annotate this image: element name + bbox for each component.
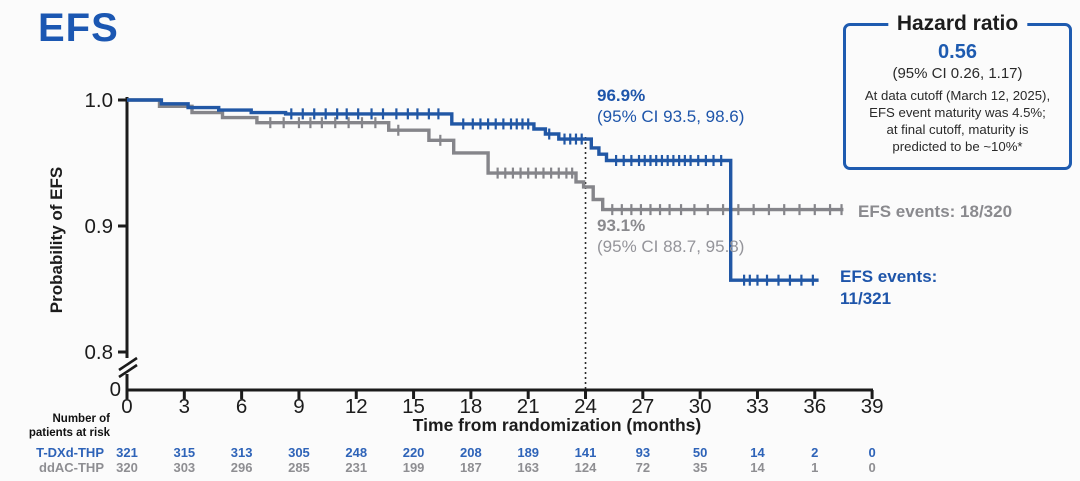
hazard-ratio-ci: (95% CI 0.26, 1.17) (892, 65, 1023, 82)
risk-value: 208 (460, 445, 482, 460)
risk-value: 14 (750, 460, 765, 475)
x-tick-label: 21 (517, 395, 540, 418)
km-curve-t-dxd-thp (127, 98, 819, 282)
risk-value: 199 (402, 460, 425, 475)
risk-header-line1: Number of (52, 413, 111, 425)
x-tick-label: 30 (689, 395, 712, 418)
risk-value: 248 (345, 445, 368, 460)
risk-value: 313 (230, 445, 253, 460)
x-tick-label: 6 (236, 395, 247, 418)
risk-value: 315 (173, 445, 196, 460)
risk-value: 1 (811, 460, 819, 475)
risk-value: 93 (635, 445, 651, 460)
risk-value: 305 (288, 445, 310, 460)
axis-break-slash (118, 363, 138, 379)
hazard-note-line: at final cutoff, maturity is (886, 122, 1029, 137)
page-title: EFS (38, 6, 119, 50)
hazard-ratio-box: Hazard ratio 0.56 (95% CI 0.26, 1.17) At… (843, 12, 1072, 170)
risk-value: 163 (517, 460, 540, 475)
y-tick-label: 1.0 (85, 89, 114, 112)
ddac-events-label: EFS events: 18/320 (858, 202, 1013, 221)
risk-value: 2 (811, 445, 819, 460)
tdxd-landmark-value: 96.9% (597, 86, 646, 105)
risk-table-header: Number of patients at risk (0, 413, 110, 440)
y-tick-label: 0.8 (85, 341, 114, 364)
risk-value: 296 (230, 460, 253, 475)
risk-row-label-ddac-thp: ddAC-THP (39, 460, 104, 475)
hazard-note-line: EFS event maturity was 4.5%; (869, 105, 1046, 120)
hazard-note-line: At data cutoff (March 12, 2025), (864, 88, 1051, 103)
x-tick-label: 39 (861, 395, 884, 418)
x-tick-label: 24 (574, 395, 597, 418)
x-tick-label: 3 (179, 395, 190, 418)
y-axis-label: Probability of EFS (47, 166, 66, 314)
risk-value: 35 (692, 460, 708, 475)
risk-value: 14 (750, 445, 765, 460)
risk-value: 320 (116, 460, 138, 475)
x-tick-label: 36 (803, 395, 826, 418)
tdxd-events-line1: EFS events: (840, 267, 938, 286)
risk-value: 321 (116, 445, 138, 460)
x-axis-label: Time from randomization (months) (412, 415, 702, 435)
x-tick-label: 18 (459, 395, 482, 418)
hazard-ratio-title: Hazard ratio (887, 12, 1028, 36)
tdxd-events-label: EFS events: 11/321 (840, 266, 937, 310)
risk-header-line2: patients at risk (28, 426, 110, 439)
ddac-landmark-ci: (95% CI 88.7, 95.8) (597, 237, 745, 256)
tdxd-events-line2: 11/321 (840, 289, 892, 308)
x-tick-label: 9 (293, 395, 304, 418)
y-zero-label: 0 (110, 378, 121, 401)
hazard-note-line: predicted to be ~10%* (892, 139, 1023, 154)
x-tick-label: 27 (631, 395, 654, 418)
risk-value: 50 (692, 445, 708, 460)
tdxd-landmark-ci: (95% CI 93.5, 98.6) (597, 107, 745, 126)
risk-value: 72 (635, 460, 651, 475)
axis-break-slash (118, 356, 138, 372)
x-tick-label: 0 (121, 395, 132, 418)
risk-value: 189 (517, 445, 540, 460)
risk-value: 220 (402, 445, 425, 460)
hazard-ratio-note: At data cutoff (March 12, 2025), EFS eve… (846, 87, 1069, 155)
risk-value: 303 (173, 460, 196, 475)
risk-row-label-t-dxd-thp: T-DXd-THP (36, 445, 104, 460)
x-tick-label: 15 (402, 395, 425, 418)
risk-value: 285 (288, 460, 310, 475)
risk-value: 231 (345, 460, 368, 475)
risk-value: 0 (868, 460, 876, 475)
risk-value: 124 (574, 460, 597, 475)
risk-value: 0 (868, 445, 876, 460)
x-tick-label: 33 (746, 395, 769, 418)
ddac-landmark-value: 93.1% (597, 216, 646, 235)
risk-value: 187 (460, 460, 482, 475)
hazard-ratio-value: 0.56 (938, 41, 977, 63)
risk-value: 141 (574, 445, 597, 460)
y-tick-label: 0.9 (85, 215, 114, 238)
x-tick-label: 12 (345, 395, 368, 418)
